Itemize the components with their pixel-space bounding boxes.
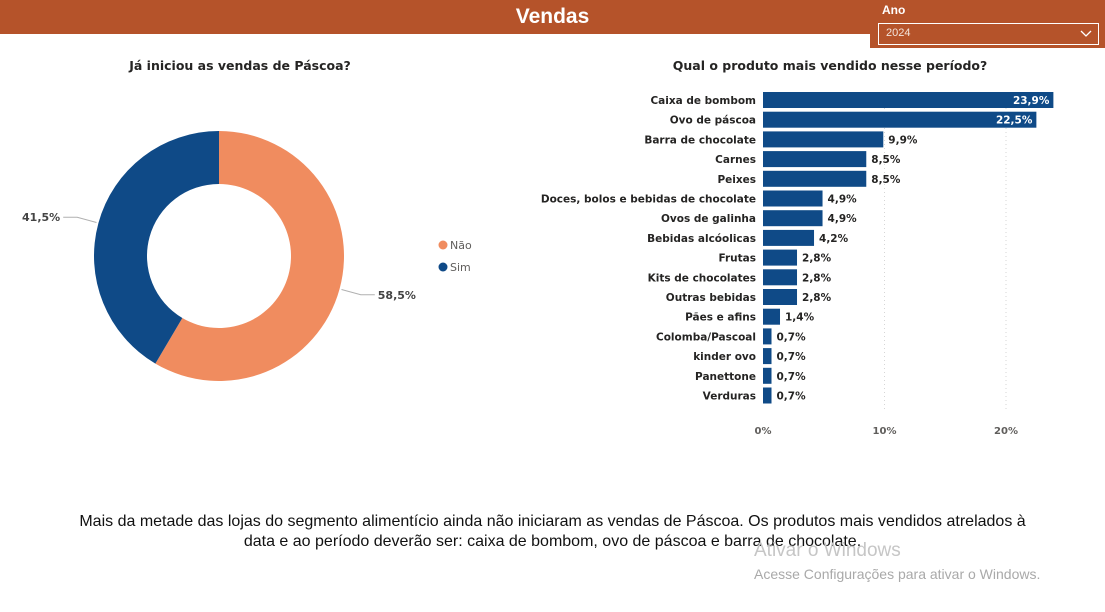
legend-label: Não — [450, 239, 472, 252]
bar[interactable] — [763, 269, 798, 286]
bar-chart-title: Qual o produto mais vendido nesse períod… — [672, 58, 988, 73]
slicer-label: Ano — [882, 3, 906, 17]
summary-line-1: Mais da metade das lojas do segmento ali… — [79, 513, 1026, 530]
x-tick-label: 10% — [873, 426, 897, 437]
category-label: kinder ovo — [693, 351, 756, 363]
bar[interactable] — [763, 92, 1054, 108]
bar[interactable] — [763, 249, 798, 266]
category-label: Kits de chocolates — [648, 272, 756, 284]
bar-data-label: 4,9% — [828, 194, 858, 206]
legend-marker — [438, 262, 448, 272]
windows-activation-title: Ativar o Windows — [754, 540, 901, 561]
bar-data-label: 0,7% — [777, 331, 807, 343]
x-tick-label: 0% — [755, 426, 772, 437]
donut-chart: 58,5% 41,5% Não Sim — [22, 131, 472, 381]
year-dropdown[interactable]: 2024 — [878, 23, 1099, 45]
bar[interactable] — [763, 229, 815, 246]
category-label: Colomba/Pascoal — [656, 331, 756, 343]
bar-data-label: 8,5% — [871, 174, 901, 186]
year-slicer: Ano 2024 — [870, 0, 1105, 48]
summary-line-2: data e ao período deverão ser: caixa de … — [243, 533, 862, 550]
bar-data-label: 23,9% — [1013, 95, 1050, 107]
bar[interactable] — [763, 131, 884, 148]
donut-chart-title: Já iniciou as vendas de Páscoa? — [129, 58, 351, 73]
summary-text: Mais da metade das lojas do segmento ali… — [0, 512, 1105, 552]
category-label: Verduras — [703, 391, 756, 403]
bar[interactable] — [763, 151, 867, 168]
legend-marker — [438, 240, 448, 250]
category-label: Pães e afins — [685, 312, 756, 324]
bar[interactable] — [763, 170, 867, 187]
donut-data-label: 41,5% — [22, 211, 60, 224]
bar-data-label: 9,9% — [888, 134, 918, 146]
donut-slice-n-o[interactable] — [155, 131, 344, 381]
x-tick-label: 20% — [994, 426, 1018, 437]
donut-leader-line — [341, 289, 375, 296]
windows-activation-subtitle: Acesse Configurações para ativar o Windo… — [754, 566, 1041, 582]
bar-data-label: 0,7% — [777, 391, 807, 403]
bar-data-label: 0,7% — [777, 351, 807, 363]
chevron-down-icon — [1080, 30, 1092, 37]
category-label: Frutas — [718, 253, 756, 265]
category-label: Doces, bolos e bebidas de chocolate — [541, 194, 756, 206]
bar[interactable] — [763, 210, 823, 227]
bar[interactable] — [763, 328, 772, 345]
bar-data-label: 4,9% — [828, 213, 858, 225]
bar-data-label: 8,5% — [871, 154, 901, 166]
legend-label: Sim — [450, 261, 471, 274]
bar[interactable] — [763, 190, 823, 207]
donut-slice-sim[interactable] — [94, 131, 219, 364]
category-label: Barra de chocolate — [644, 134, 756, 146]
year-dropdown-value: 2024 — [886, 27, 911, 39]
bar-data-label: 2,8% — [802, 272, 832, 284]
bar[interactable] — [763, 111, 1037, 128]
bar[interactable] — [763, 348, 772, 365]
category-label: Outras bebidas — [666, 292, 756, 304]
category-label: Peixes — [717, 174, 756, 186]
bar-data-label: 2,8% — [802, 292, 832, 304]
donut-leader-line — [63, 216, 97, 223]
category-label: Panettone — [695, 371, 756, 383]
category-label: Carnes — [715, 154, 756, 166]
bar[interactable] — [763, 387, 772, 404]
category-label: Ovo de páscoa — [670, 115, 756, 127]
bar-data-label: 4,2% — [819, 233, 849, 245]
bar-chart: 0% 10% 20% Caixa de bombom 23,9% Ovo de pásco… — [541, 92, 1054, 437]
bar[interactable] — [763, 367, 772, 384]
bar-data-label: 0,7% — [777, 371, 807, 383]
page-title: Vendas — [515, 5, 590, 28]
bar-data-label: 1,4% — [785, 312, 815, 324]
bar[interactable] — [763, 308, 781, 325]
bar-data-label: 2,8% — [802, 253, 832, 265]
bar-data-label: 22,5% — [996, 115, 1033, 127]
category-label: Caixa de bombom — [650, 95, 756, 107]
donut-data-label: 58,5% — [378, 289, 416, 302]
category-label: Bebidas alcóolicas — [647, 233, 756, 245]
category-label: Ovos de galinha — [661, 213, 756, 225]
bar[interactable] — [763, 289, 798, 305]
